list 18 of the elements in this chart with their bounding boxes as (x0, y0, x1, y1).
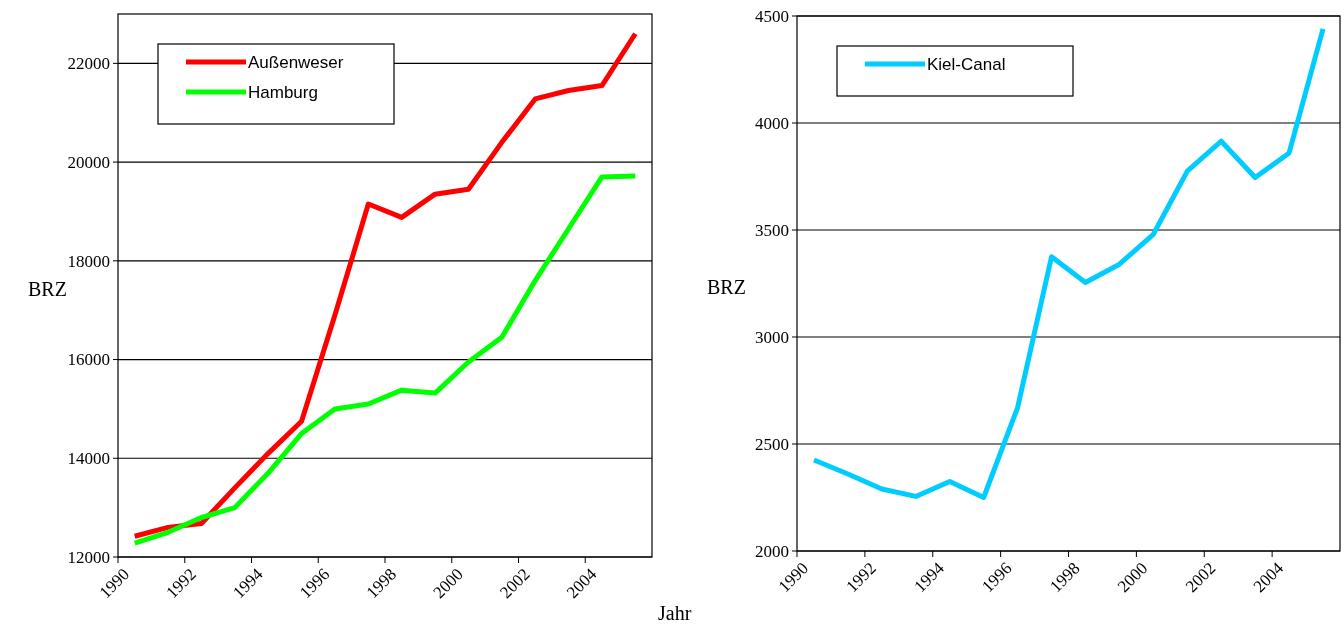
y-tick-label: 3500 (755, 220, 789, 240)
y-tick-label: 4500 (755, 6, 789, 26)
y-axis-title: BRZ (28, 277, 67, 300)
legend-label: Hamburg (248, 82, 318, 102)
y-tick-label: 14000 (67, 449, 110, 469)
y-tick-label: 16000 (67, 350, 110, 370)
y-tick-label: 12000 (67, 547, 110, 567)
y-tick-label: 18000 (67, 251, 110, 271)
legend-label: Kiel-Canal (927, 54, 1006, 74)
y-tick-label: 2000 (755, 541, 789, 561)
y-tick-label: 20000 (67, 153, 110, 173)
y-tick-label: 3000 (755, 327, 789, 347)
y-tick-label: 2500 (755, 434, 789, 454)
y-tick-label: 4000 (755, 113, 789, 133)
y-axis-title: BRZ (707, 275, 746, 298)
x-axis-title: Jahr (658, 602, 692, 624)
y-tick-label: 22000 (67, 54, 110, 74)
legend-label: Außenweser (248, 52, 344, 72)
